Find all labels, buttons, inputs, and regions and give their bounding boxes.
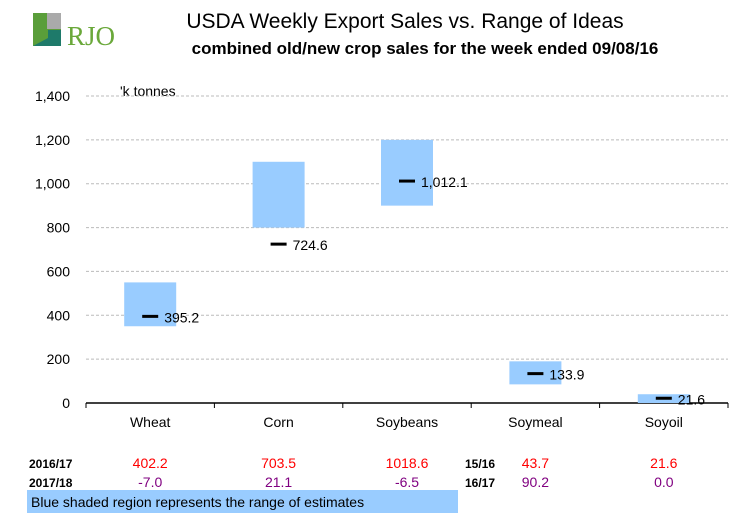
chart-title: USDA Weekly Export Sales vs. Range of Id… (186, 10, 623, 33)
actual-label: 395.2 (164, 309, 199, 325)
y-tick-label: 0 (62, 395, 70, 411)
footnote: Blue shaded region represents the range … (31, 494, 364, 510)
row1-value: 402.2 (133, 455, 168, 471)
x-tick-label: Soyoil (645, 414, 683, 430)
row1-label-alt: 15/16 (465, 457, 495, 471)
range-bar (124, 282, 177, 327)
x-tick-label: Wheat (130, 414, 171, 430)
y-tick-label: 1,000 (35, 176, 70, 192)
y-axis-label: 'k tonnes (120, 83, 176, 99)
actual-label: 133.9 (549, 367, 584, 383)
row2-value: -7.0 (138, 474, 162, 490)
range-bar (381, 139, 433, 206)
y-tick-label: 200 (47, 351, 71, 367)
x-tick-label: Corn (263, 414, 293, 430)
row2-value: 21.1 (265, 474, 292, 490)
y-tick-label: 1,200 (35, 132, 70, 148)
row2-label-alt: 16/17 (465, 476, 495, 490)
row2-value: 0.0 (654, 474, 674, 490)
row1-value: 703.5 (261, 455, 296, 471)
y-tick-label: 600 (47, 263, 71, 279)
chart-subtitle: combined old/new crop sales for the week… (192, 39, 659, 58)
row1-label: 2016/17 (29, 457, 73, 471)
x-tick-label: Soybeans (376, 414, 438, 430)
row2-value: 90.2 (522, 474, 549, 490)
row1-value: 43.7 (522, 455, 549, 471)
y-tick-label: 1,400 (35, 88, 70, 104)
actual-label: 21.6 (678, 391, 705, 407)
logo-text: RJO (67, 21, 115, 51)
actual-label: 724.6 (293, 237, 328, 253)
x-tick-label: Soymeal (508, 414, 562, 430)
row1-value: 1018.6 (386, 455, 429, 471)
rjo-logo: RJO (33, 13, 115, 51)
actual-label: 1,012.1 (421, 174, 468, 190)
y-tick-label: 400 (47, 307, 71, 323)
footnote-box (27, 490, 458, 513)
row2-label: 2017/18 (29, 476, 73, 490)
row2-value: -6.5 (395, 474, 419, 490)
range-bar (252, 161, 305, 228)
row1-value: 21.6 (650, 455, 677, 471)
y-tick-label: 800 (47, 220, 71, 236)
